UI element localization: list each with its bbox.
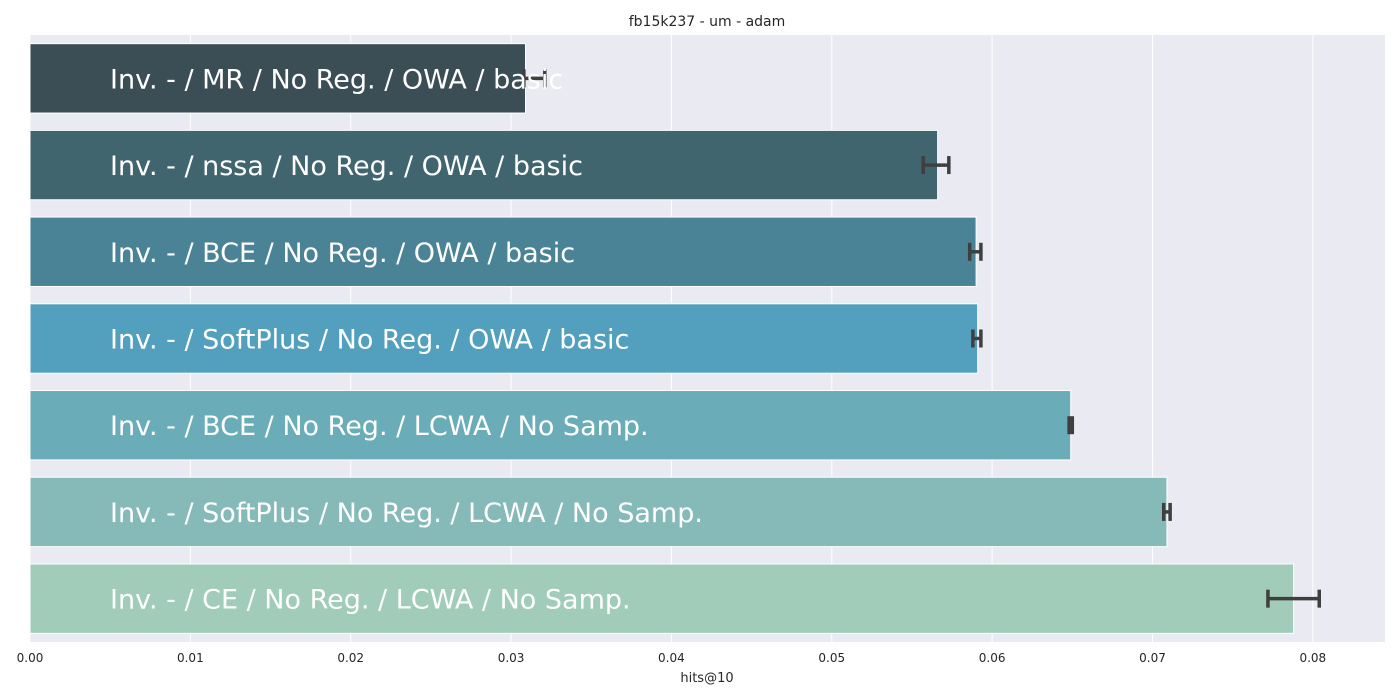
bar	[29, 43, 526, 114]
x-tick-label: 0.05	[818, 651, 845, 665]
bar	[29, 303, 979, 374]
x-tick-label: 0.02	[337, 651, 364, 665]
x-tick-label: 0.04	[658, 651, 685, 665]
x-tick-label: 0.00	[17, 651, 44, 665]
x-tick-label: 0.07	[1139, 651, 1166, 665]
x-tick-label: 0.01	[177, 651, 204, 665]
x-tick-label: 0.06	[979, 651, 1006, 665]
chart-title: fb15k237 - um - adam	[629, 14, 786, 30]
bar-category-label: Inv. - / nssa / No Reg. / OWA / basic	[110, 151, 583, 182]
bar-category-label: Inv. - / SoftPlus / No Reg. / OWA / basi…	[110, 325, 629, 356]
x-tick-labels: 0.00 0.01 0.02 0.03 0.04 0.05 0.06 0.07 0.08	[17, 651, 1327, 665]
bar-category-label: Inv. - / MR / No Reg. / OWA / basic	[110, 64, 563, 95]
x-tick-label: 0.03	[498, 651, 525, 665]
bar-category-label: Inv. - / BCE / No Reg. / OWA / basic	[110, 238, 575, 269]
bar	[29, 476, 1168, 548]
error-bars-group	[522, 69, 1322, 608]
bar-category-label: Inv. - / SoftPlus / No Reg. / LCWA / No …	[110, 498, 703, 529]
bar	[29, 390, 1072, 461]
x-tick-label: 0.08	[1299, 651, 1326, 665]
bar	[29, 216, 977, 287]
bar-category-label: Inv. - / BCE / No Reg. / LCWA / No Samp.	[110, 411, 649, 442]
bar	[29, 563, 1295, 634]
bar-category-label: Inv. - / CE / No Reg. / LCWA / No Samp.	[110, 585, 631, 616]
x-axis-label: hits@10	[680, 671, 733, 686]
bar-labels-group: Inv. - / MR / No Reg. / OWA / basic Inv. …	[110, 64, 703, 615]
